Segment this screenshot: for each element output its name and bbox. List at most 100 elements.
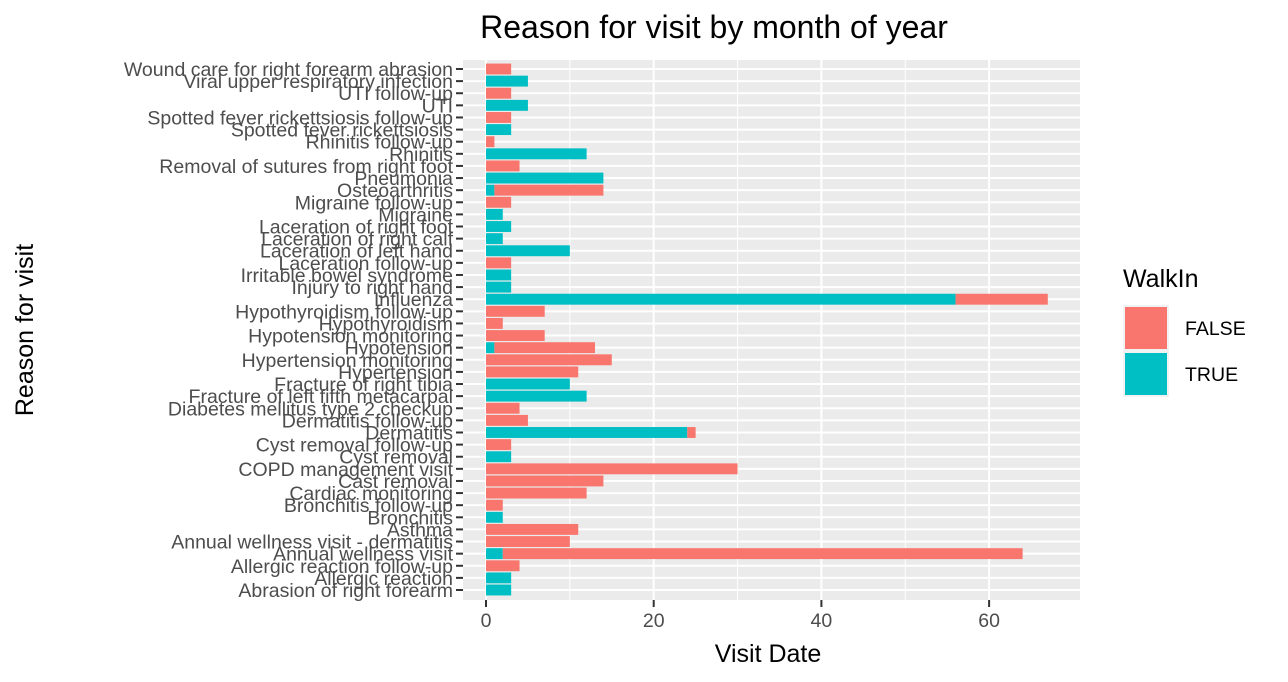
y-tick-label: Hypothyroidism follow-up: [235, 301, 453, 323]
x-axis-title: Visit Date: [715, 640, 822, 668]
y-tick-label: Hypotension monitoring: [248, 326, 453, 348]
y-tick-label: Rhinitis: [389, 144, 453, 166]
y-tick-label: COPD management visit: [238, 459, 453, 481]
y-tick-label: Removal of sutures from right foot: [159, 156, 453, 178]
legend-key-false: [1125, 307, 1167, 349]
bar-false: [687, 427, 696, 438]
y-tick-label: Allergic reaction: [314, 568, 453, 590]
y-tick-label: Fracture of right tibia: [274, 374, 453, 396]
bar-false: [486, 402, 520, 414]
bar-false: [486, 112, 512, 123]
y-tick-label: Abrasion of right forearm: [238, 580, 453, 602]
bar-true: [486, 124, 512, 136]
bar-true: [486, 572, 512, 584]
y-tick-label: UTI follow-up: [338, 83, 453, 105]
bar-false: [486, 499, 503, 511]
y-tick-label: Cardiac monitoring: [289, 483, 453, 505]
y-tick-label: Injury to right hand: [291, 277, 453, 299]
bar-false: [494, 342, 596, 354]
x-axis-ticks: 0 20 40 60: [481, 600, 1000, 632]
chart-title: Reason for visit by month of year: [480, 9, 948, 45]
legend-title: WalkIn: [1123, 265, 1198, 293]
bar-false: [486, 523, 579, 535]
y-tick-label: Asthma: [387, 519, 453, 541]
bar-false: [486, 366, 579, 378]
y-tick-label: Pneumonia: [354, 168, 453, 190]
bar-false: [486, 136, 495, 148]
bar-true: [486, 378, 570, 390]
bar-true: [486, 548, 503, 560]
x-tick-label: 40: [811, 610, 833, 632]
x-tick-label: 60: [978, 610, 1000, 632]
y-tick-label: Annual wellness visit: [273, 544, 454, 566]
y-tick-label: Diabetes mellitus type 2 checkup: [168, 398, 453, 420]
y-tick-label: Wound care for right forearm abrasion: [124, 59, 453, 81]
x-tick-label: 0: [481, 610, 492, 632]
bar-true: [486, 245, 570, 257]
bar-false: [486, 63, 512, 75]
y-tick-label: Rhinitis follow-up: [306, 132, 454, 154]
y-tick-label: Bronchitis follow-up: [284, 495, 453, 517]
y-tick-label: Osteoarthritis: [337, 180, 453, 202]
bar-true: [486, 75, 528, 87]
y-tick-label: Annual wellness visit - dermatitis: [171, 532, 453, 554]
bar-false: [486, 305, 545, 317]
legend-key-true: [1125, 353, 1167, 395]
bar-true: [486, 390, 587, 402]
bar-false: [955, 293, 1048, 305]
y-tick-label: Hypertension monitoring: [242, 350, 453, 372]
y-tick-label: Migraine: [378, 204, 453, 226]
legend-label-false: FALSE: [1185, 318, 1246, 340]
y-tick-label: Migraine follow-up: [295, 192, 453, 214]
y-tick-label: UTI: [422, 95, 453, 117]
bar-true: [486, 233, 503, 245]
bar-false: [486, 560, 520, 572]
y-tick-label: Spotted fever rickettsiosis follow-up: [147, 107, 453, 129]
legend-label-true: TRUE: [1185, 364, 1238, 386]
bar-false: [486, 317, 503, 329]
bar-true: [486, 269, 512, 281]
bar-false: [486, 536, 570, 547]
bar-false: [502, 548, 1023, 560]
bar-true: [486, 342, 495, 354]
bar-true: [486, 148, 587, 160]
bar-true: [486, 208, 503, 220]
bar-true: [486, 99, 528, 111]
bar-true: [486, 184, 495, 196]
y-tick-label: Dermatitis follow-up: [282, 410, 453, 432]
y-tick-label: Hypotension: [345, 338, 453, 360]
bar-true: [486, 584, 512, 596]
bar-false: [486, 439, 512, 451]
y-tick-label: Laceration of right calf: [261, 229, 453, 251]
bar-true: [486, 511, 503, 523]
bar-false: [486, 414, 528, 426]
legend: WalkIn FALSE TRUE: [1123, 265, 1246, 397]
y-tick-label: Laceration of right foot: [259, 217, 454, 239]
y-tick-label: Dermatitis: [365, 422, 453, 444]
y-tick-label: Laceration of left hand: [260, 241, 453, 263]
y-tick-label: Cyst removal follow-up: [256, 435, 453, 457]
x-tick-label: 20: [643, 610, 665, 632]
bar-false: [486, 330, 545, 342]
y-tick-label: Influenza: [374, 289, 453, 311]
y-tick-label: Fracture of left fifth metacarpal: [189, 386, 453, 408]
bar-false: [486, 196, 512, 208]
bar-true: [486, 281, 512, 293]
bar-true: [486, 293, 956, 305]
bar-true: [486, 451, 512, 463]
bar-false: [486, 475, 604, 487]
bar-false: [486, 354, 612, 366]
y-tick-label: Hypothyroidism: [319, 313, 453, 335]
y-tick-label: Irritable bowel syndrome: [241, 265, 453, 287]
bar-true: [486, 221, 512, 232]
bar-false: [486, 257, 512, 269]
bar-false: [486, 463, 738, 475]
bar-true: [486, 427, 688, 438]
y-tick-label: Allergic reaction follow-up: [231, 556, 453, 578]
y-tick-label: Viral upper respiratory infection: [183, 71, 453, 93]
bar-false: [486, 87, 512, 99]
bars-layer: [486, 63, 1048, 596]
y-tick-label: Hypertension: [338, 362, 453, 384]
